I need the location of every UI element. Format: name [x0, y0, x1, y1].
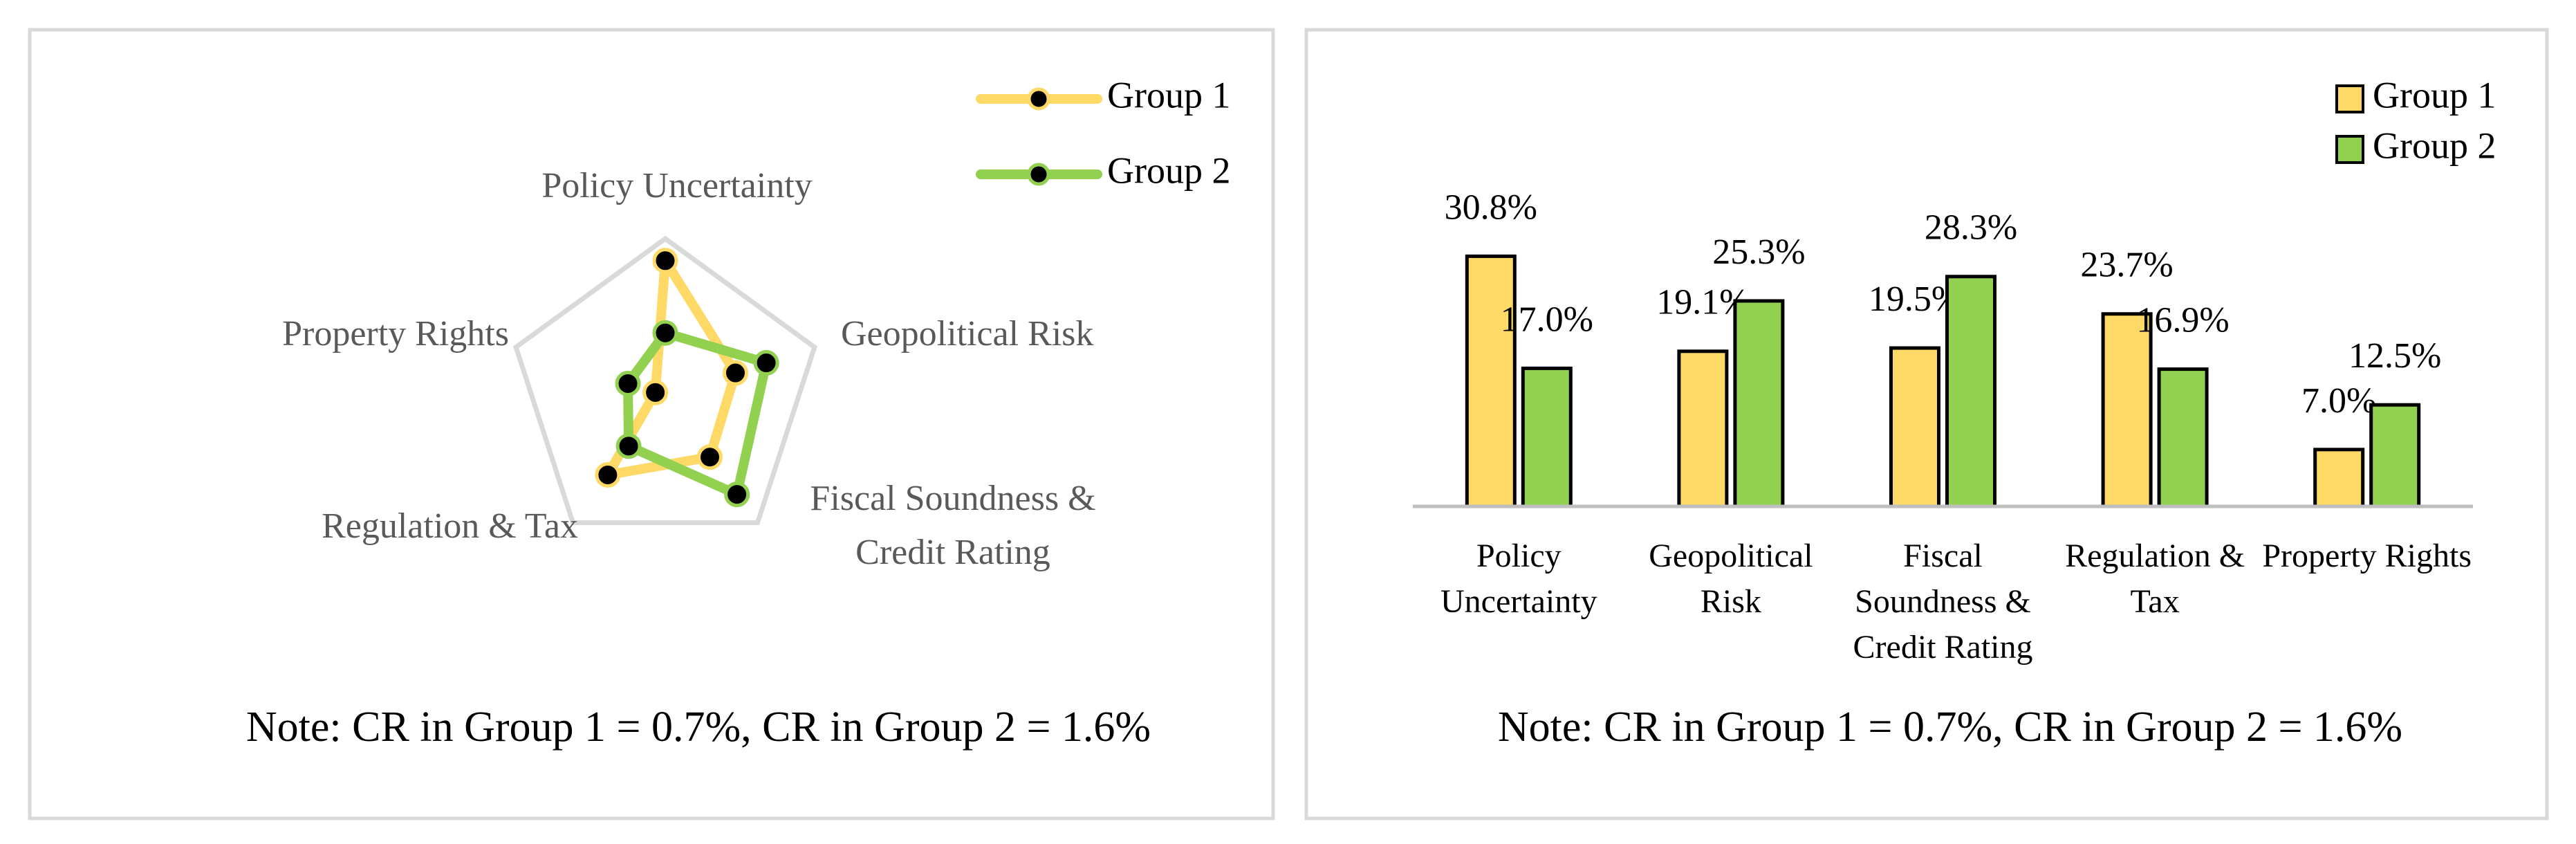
- data-label: 30.8%: [1445, 187, 1537, 227]
- legend-marker: [1027, 87, 1050, 111]
- data-label: 17.0%: [1501, 300, 1593, 339]
- radar-marker: [642, 379, 669, 405]
- radar-marker: [595, 461, 621, 488]
- label-line: Fiscal Soundness &: [810, 479, 1095, 518]
- bar: [1465, 254, 1517, 508]
- label-line: Credit Rating: [1853, 629, 2033, 666]
- bar: [1521, 366, 1573, 508]
- label-line: Regulation & Tax: [322, 506, 578, 546]
- data-label: 12.5%: [2348, 336, 2441, 376]
- label-line: Property Rights: [2262, 538, 2472, 574]
- label-line: Regulation &: [2065, 538, 2245, 574]
- axis-label: Geopolitical Risk: [841, 314, 1093, 354]
- bar: [2101, 312, 2153, 508]
- label-line: Uncertainty: [1440, 583, 1597, 620]
- radar-marker: [652, 248, 678, 274]
- legend-label: Group 2: [2373, 125, 2496, 166]
- axis-label: Fiscal Soundness & Credit Rating: [810, 479, 1095, 572]
- data-label: 23.7%: [2080, 246, 2173, 285]
- axis-label: Property Rights: [282, 314, 509, 354]
- x-tick-label: Property Rights: [2262, 538, 2472, 574]
- radar-marker: [696, 444, 723, 470]
- label-line: Credit Rating: [855, 533, 1050, 572]
- x-tick-label: Geopolitical Risk: [1649, 538, 1813, 620]
- x-tick-label: Fiscal Soundness & Credit Rating: [1853, 538, 2033, 666]
- label-line: Geopolitical Risk: [841, 314, 1093, 354]
- legend-swatch: [2335, 135, 2364, 164]
- radar-marker: [652, 320, 678, 346]
- bar: [1733, 299, 1785, 508]
- note: Note: CR in Group 1 = 0.7%, CR in Group …: [246, 704, 1151, 751]
- bar: [1945, 275, 1996, 508]
- label-line: Risk: [1701, 583, 1761, 620]
- legend-label: Group 1: [2373, 74, 2496, 116]
- radar-marker: [753, 350, 779, 376]
- bar: [2369, 403, 2421, 508]
- note: Note: CR in Group 1 = 0.7%, CR in Group …: [1498, 704, 2402, 751]
- data-label: 7.0%: [2301, 381, 2376, 421]
- label-line: Property Rights: [282, 314, 509, 354]
- axis-label: Policy Uncertainty: [541, 166, 812, 205]
- radar-frame: [512, 235, 818, 526]
- data-label: 25.3%: [1712, 232, 1805, 272]
- data-label: 28.3%: [1925, 208, 2017, 248]
- label-line: Policy Uncertainty: [541, 166, 812, 205]
- radar-marker: [722, 360, 748, 386]
- label-line: Fiscal: [1903, 538, 1983, 574]
- bar: [1677, 349, 1729, 508]
- label-line: Policy: [1476, 538, 1562, 574]
- radar-marker: [615, 370, 641, 396]
- label-line: Soundness &: [1855, 583, 2031, 620]
- x-tick-label: Policy Uncertainty: [1440, 538, 1597, 620]
- axis-label: Regulation & Tax: [322, 506, 578, 546]
- radar-marker: [615, 433, 642, 459]
- bar: [1889, 346, 1940, 508]
- legend-swatch: [2335, 84, 2364, 113]
- x-tick-label: Regulation & Tax: [2065, 538, 2245, 620]
- data-label: 16.9%: [2136, 301, 2229, 340]
- legend-label: Group 2: [1107, 149, 1230, 191]
- label-line: Tax: [2130, 583, 2179, 620]
- radar-marker: [724, 481, 750, 508]
- bar: [2157, 367, 2209, 508]
- panel-left: [28, 28, 1275, 820]
- legend-marker: [1027, 163, 1050, 186]
- legend-label: Group 1: [1107, 74, 1230, 116]
- bar: [2313, 448, 2365, 508]
- label-line: Geopolitical: [1649, 538, 1813, 574]
